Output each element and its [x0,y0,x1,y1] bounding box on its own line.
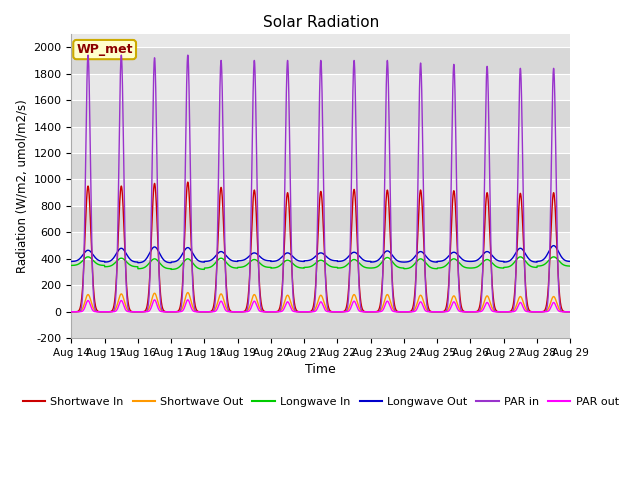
X-axis label: Time: Time [305,363,336,376]
Bar [72,312,570,338]
Text: WP_met: WP_met [76,43,133,56]
Bar [72,100,570,127]
Bar [72,73,570,100]
Y-axis label: Radiation (W/m2, umol/m2/s): Radiation (W/m2, umol/m2/s) [15,99,28,273]
Bar [72,153,570,180]
Bar [72,285,570,312]
Bar [72,232,570,259]
Title: Solar Radiation: Solar Radiation [262,15,379,30]
Bar [72,180,570,206]
Legend: Shortwave In, Shortwave Out, Longwave In, Longwave Out, PAR in, PAR out: Shortwave In, Shortwave Out, Longwave In… [18,393,623,411]
Bar [72,127,570,153]
Bar [72,47,570,73]
Bar [72,259,570,285]
Bar [72,206,570,232]
